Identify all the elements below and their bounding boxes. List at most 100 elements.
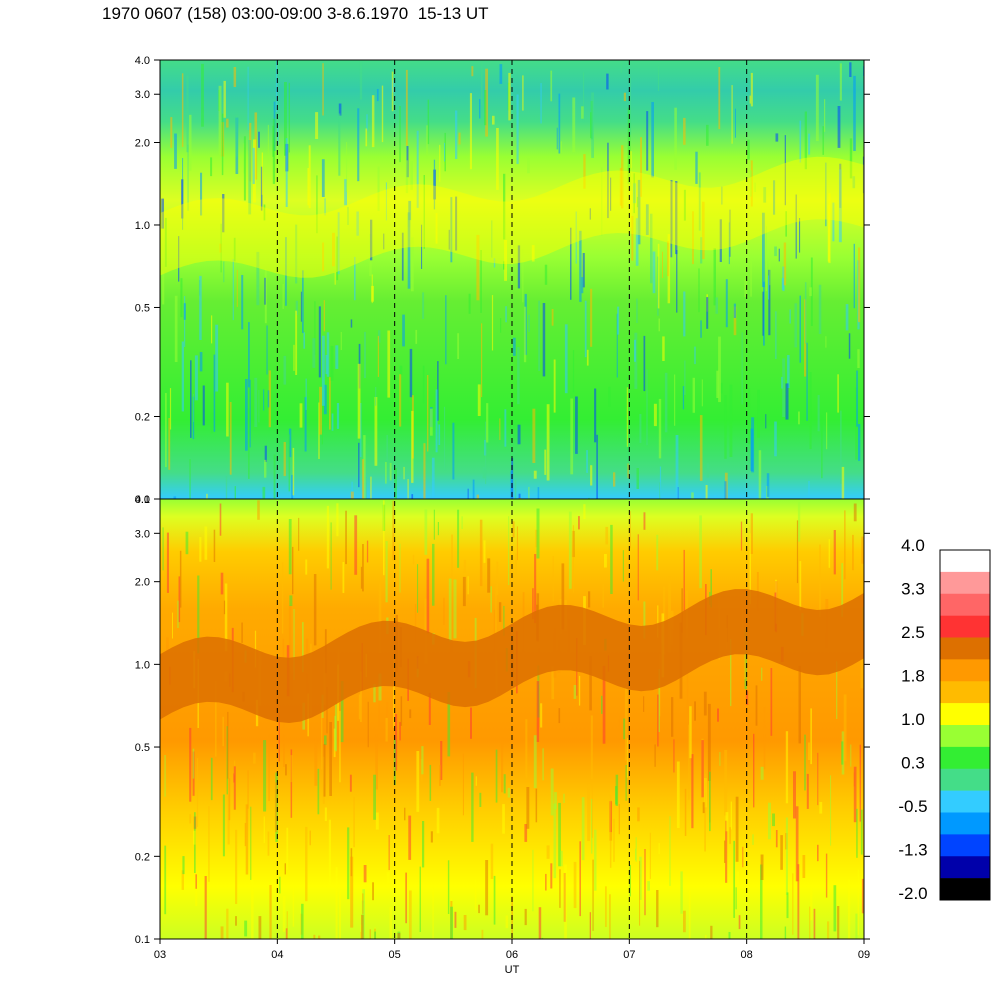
texture-streak <box>267 831 270 856</box>
texture-streak <box>657 694 659 747</box>
texture-streak <box>639 856 642 900</box>
texture-streak <box>556 127 558 150</box>
texture-streak <box>683 291 686 337</box>
texture-streak <box>652 251 656 294</box>
texture-streak <box>323 744 326 797</box>
texture-streak <box>471 772 474 842</box>
colorbar-label: 3.3 <box>901 580 925 599</box>
texture-streak <box>706 463 710 478</box>
texture-streak <box>221 113 224 176</box>
texture-streak <box>826 412 828 450</box>
texture-streak <box>322 63 324 116</box>
texture-streak <box>324 198 326 216</box>
texture-streak <box>444 406 446 471</box>
texture-streak <box>193 830 196 845</box>
texture-streak <box>210 157 213 177</box>
texture-streak <box>374 927 376 939</box>
texture-streak <box>356 211 359 236</box>
texture-streak <box>691 492 694 499</box>
texture-streak <box>582 72 585 123</box>
texture-streak <box>686 662 689 714</box>
texture-streak <box>785 817 788 895</box>
vertical-markers <box>276 60 748 939</box>
texture-streak <box>361 459 365 499</box>
texture-streak <box>324 807 327 821</box>
texture-streak <box>836 661 838 719</box>
texture-streak <box>295 224 298 284</box>
texture-streak <box>664 372 668 433</box>
texture-streak <box>208 806 210 882</box>
texture-streak <box>592 859 594 931</box>
texture-streak <box>412 554 415 565</box>
colorbar-swatch <box>940 856 990 879</box>
texture-streak <box>332 232 335 267</box>
texture-streak <box>710 925 713 939</box>
texture-streak <box>524 908 527 926</box>
texture-streak <box>170 117 173 148</box>
colorbar-label: 1.0 <box>901 710 925 729</box>
texture-streak <box>639 414 642 443</box>
texture-streak <box>528 314 530 332</box>
texture-streak <box>314 301 316 355</box>
texture-streak <box>369 929 371 939</box>
texture-streak <box>308 145 311 209</box>
texture-streak <box>374 397 378 466</box>
texture-streak <box>329 377 331 430</box>
y-axis-upper: 0.1 0.2 0.5 1.0 2.0 3.0 4.0 <box>135 55 870 506</box>
texture-streak <box>321 335 325 406</box>
texture-streak <box>187 144 189 211</box>
texture-streak <box>640 137 642 197</box>
texture-streak <box>496 128 499 190</box>
x-axis-title: UT <box>505 964 520 976</box>
texture-streak <box>222 194 225 233</box>
texture-streak <box>440 741 443 780</box>
texture-streak <box>754 182 756 192</box>
texture-streak <box>617 306 620 335</box>
texture-streak <box>794 303 797 348</box>
texture-streak <box>508 516 510 586</box>
texture-streak <box>299 403 303 428</box>
texture-streak <box>439 144 441 182</box>
texture-streak <box>410 161 413 190</box>
texture-streak <box>729 384 733 457</box>
texture-streak <box>618 716 620 734</box>
texture-streak <box>702 201 705 260</box>
texture-streak <box>472 479 475 499</box>
texture-streak <box>623 718 626 740</box>
texture-streak <box>433 159 436 210</box>
texture-streak <box>656 534 659 571</box>
texture-streak <box>658 669 660 732</box>
texture-streak <box>639 860 641 926</box>
texture-streak <box>683 189 686 221</box>
y-tick-label: 1.0 <box>135 659 150 671</box>
texture-streak <box>263 816 265 844</box>
texture-streak <box>637 807 640 822</box>
texture-streak <box>515 553 517 584</box>
texture-streak <box>378 677 380 727</box>
texture-streak <box>809 906 811 939</box>
texture-streak <box>503 173 506 240</box>
texture-streak <box>339 890 341 939</box>
texture-streak <box>444 132 446 172</box>
texture-streak <box>485 421 487 484</box>
texture-streak <box>481 323 483 398</box>
texture-streak <box>568 511 572 589</box>
texture-streak <box>331 413 334 431</box>
texture-streak <box>258 916 262 939</box>
texture-streak <box>507 787 510 798</box>
x-tick-label: 08 <box>741 949 753 961</box>
texture-streak <box>694 701 696 721</box>
texture-streak <box>657 65 660 92</box>
texture-streak <box>386 872 390 884</box>
texture-streak <box>417 564 419 613</box>
y-tick-label: 3.0 <box>135 89 150 101</box>
texture-streak <box>625 765 627 801</box>
texture-streak <box>288 605 292 667</box>
texture-streak <box>559 869 561 908</box>
texture-streak <box>527 158 530 174</box>
texture-streak <box>487 558 491 593</box>
texture-streak <box>407 212 411 289</box>
texture-streak <box>423 443 426 499</box>
texture-streak <box>653 403 657 427</box>
colorbar-frame <box>939 549 991 901</box>
